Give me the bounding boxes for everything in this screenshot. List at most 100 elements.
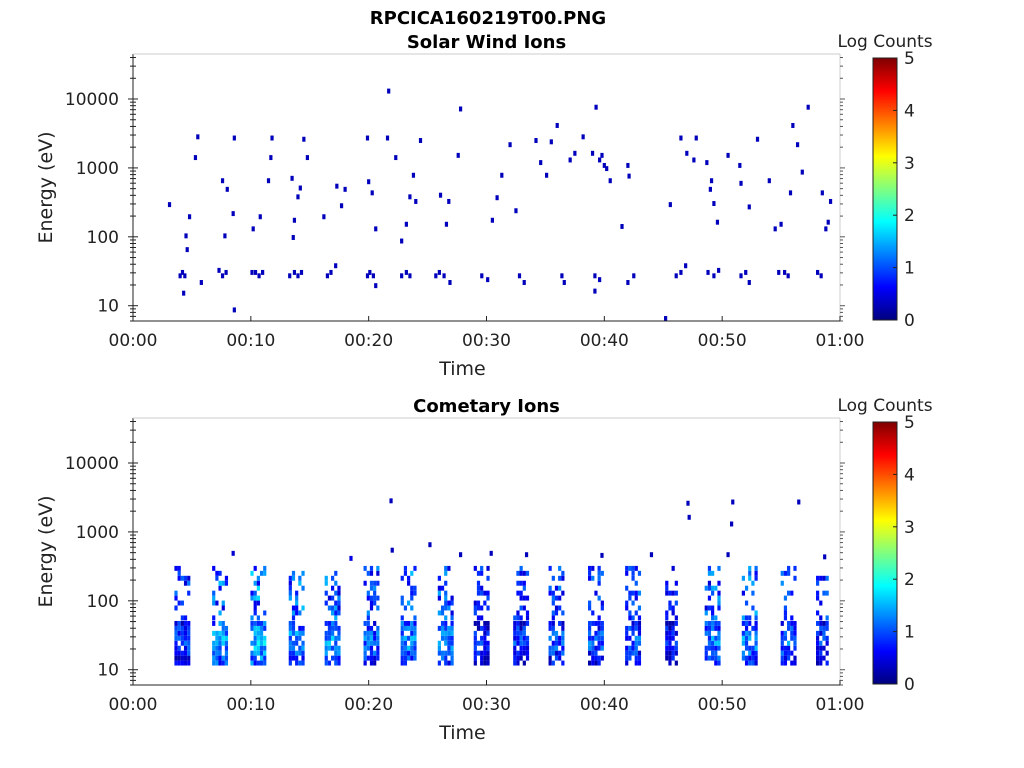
burst-cell [444, 655, 448, 661]
data-cell [370, 190, 374, 196]
burst-cell [324, 650, 328, 656]
burst-cell [221, 620, 225, 626]
data-cell [292, 217, 297, 223]
burst-cell [561, 630, 565, 636]
burst-cell [413, 585, 417, 591]
burst-cell [263, 565, 267, 571]
data-cell [371, 273, 375, 279]
burst-cell [253, 565, 257, 571]
data-cell [269, 155, 273, 161]
burst-cell [476, 615, 481, 621]
burst-cell [754, 565, 758, 571]
burst-cell [366, 570, 370, 576]
burst-cell [631, 600, 635, 606]
burst-cell [259, 625, 264, 631]
burst-cell [366, 610, 370, 616]
burst-cell [183, 630, 188, 636]
burst-cell [783, 630, 788, 636]
burst-cell [473, 660, 477, 666]
burst-cell [674, 660, 678, 666]
burst-cell [366, 645, 370, 651]
burst-cell [400, 645, 404, 651]
burst-cell [187, 660, 191, 666]
burst-cell [437, 595, 441, 601]
data-cell [253, 269, 258, 275]
burst-cell [486, 620, 490, 626]
burst-cell [174, 620, 178, 626]
burst-cell [437, 645, 441, 651]
burst-cell [450, 595, 454, 601]
data-cell [270, 135, 274, 141]
burst-cell [483, 640, 487, 646]
colorbar-tick-label: 2 [904, 570, 915, 590]
burst-cell [440, 650, 445, 656]
burst-cell [707, 580, 712, 586]
burst-cell [516, 635, 520, 641]
data-cell [231, 211, 235, 217]
burst-cell [816, 630, 820, 636]
burst-cell [450, 635, 454, 641]
burst-cell [444, 625, 448, 631]
data-cell [664, 316, 668, 321]
burst-cell [369, 650, 374, 656]
burst-cell [588, 650, 592, 656]
colorbar-tick-label: 4 [904, 101, 915, 121]
burst-cell [519, 625, 523, 631]
burst-cell [403, 635, 408, 641]
burst-cell [674, 630, 678, 636]
burst-cell [711, 590, 715, 596]
y-tick-label: 10000 [65, 90, 119, 110]
burst-cell [444, 650, 448, 656]
burst-cell [437, 650, 441, 656]
data-cell [539, 160, 543, 166]
burst-cell [717, 645, 721, 651]
burst-cell [674, 620, 678, 626]
data-cell [400, 238, 404, 244]
burst-cell [369, 605, 374, 611]
burst-cell [558, 640, 562, 646]
burst-cell [793, 645, 797, 651]
burst-cell [337, 660, 341, 666]
data-cell [258, 214, 262, 220]
burst-cell [591, 565, 595, 571]
burst-cell [711, 570, 715, 576]
burst-cell [376, 595, 380, 601]
burst-cell [250, 620, 254, 626]
burst-cell [407, 650, 411, 656]
burst-cell [548, 635, 552, 641]
burst-cell [224, 660, 229, 666]
burst-cell [519, 565, 523, 571]
data-cell [404, 269, 408, 275]
burst-cell [480, 625, 484, 631]
burst-cell [637, 660, 642, 666]
burst-cell [337, 635, 341, 641]
burst-cell [704, 645, 708, 651]
burst-cell [516, 660, 520, 666]
burst-cell [513, 640, 517, 646]
burst-cell [407, 620, 411, 626]
burst-cell [256, 635, 260, 641]
burst-cell [480, 635, 484, 641]
burst-cell [637, 625, 642, 631]
data-cell [447, 198, 451, 204]
burst-cell [473, 630, 477, 636]
burst-cell [224, 640, 229, 646]
x-tick-label: 00:10 [226, 695, 275, 715]
burst-cell [403, 565, 408, 571]
burst-cell [212, 565, 216, 571]
burst-cell [671, 625, 675, 631]
data-cell [394, 155, 398, 161]
burst-cell [324, 590, 328, 596]
burst-cell [522, 625, 526, 631]
burst-cell [298, 660, 302, 666]
burst-cell [754, 640, 758, 646]
burst-cell [588, 640, 592, 646]
data-cell [726, 152, 730, 158]
burst-cell [707, 620, 712, 626]
burst-cell [250, 650, 254, 656]
burst-cell [668, 625, 672, 631]
data-cell [250, 269, 254, 275]
burst-cell [215, 645, 219, 651]
burst-cell [717, 655, 721, 661]
